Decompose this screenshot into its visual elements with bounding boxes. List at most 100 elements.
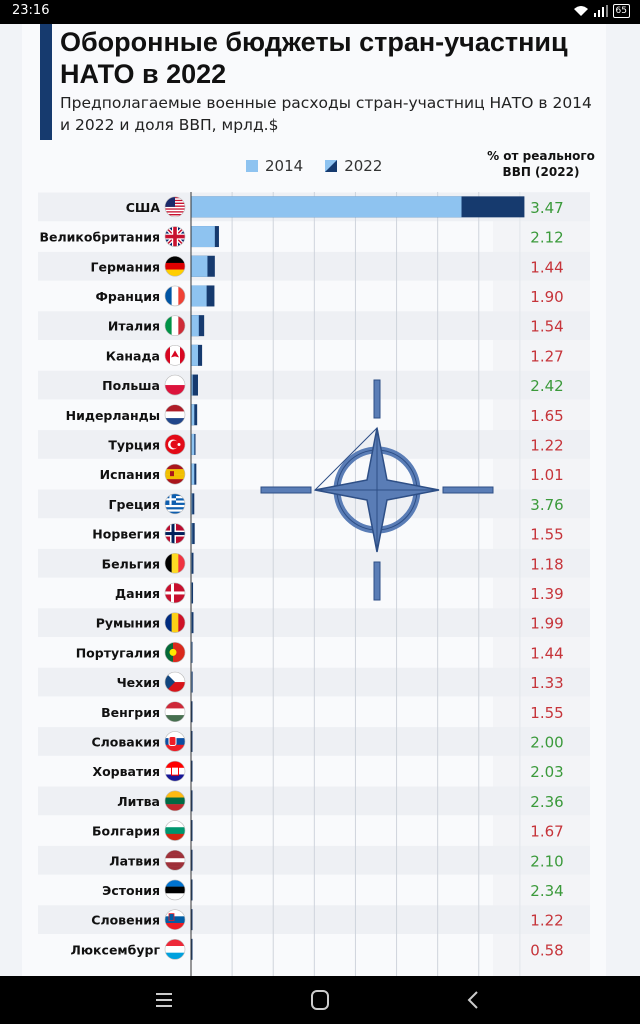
bar-2022 bbox=[191, 849, 193, 871]
country-label: Великобритания bbox=[39, 230, 160, 245]
legend-swatch-2014 bbox=[246, 160, 258, 172]
ro-flag-icon bbox=[164, 612, 186, 633]
bar-2014 bbox=[191, 226, 215, 248]
chart-legend: 2014 2022 bbox=[246, 157, 382, 175]
bar-2022 bbox=[191, 612, 194, 634]
de-flag-icon bbox=[164, 255, 186, 277]
gdp-percent-value: 1.22 bbox=[530, 912, 563, 930]
gdp-percent-value: 1.27 bbox=[530, 347, 563, 365]
country-label: Бельгия bbox=[102, 556, 160, 571]
navigation-bar bbox=[0, 976, 640, 1024]
gdp-percent-value: 1.99 bbox=[530, 615, 563, 633]
country-label: Латвия bbox=[109, 853, 160, 868]
status-bar: 23:16 65 bbox=[0, 0, 640, 24]
gdp-percent-value: 2.36 bbox=[530, 793, 563, 811]
gr-flag-icon bbox=[164, 493, 186, 515]
bar-2022 bbox=[191, 523, 195, 545]
gdp-column-background bbox=[493, 192, 590, 976]
bar-2014 bbox=[191, 344, 198, 366]
page-title: Оборонные бюджеты стран-участниц НАТО в … bbox=[60, 27, 568, 89]
bar-2014 bbox=[191, 463, 195, 485]
it-flag-icon bbox=[164, 315, 186, 336]
country-label: Болгария bbox=[92, 824, 160, 839]
us-flag-icon bbox=[164, 196, 186, 218]
status-time: 23:16 bbox=[12, 3, 50, 18]
country-label: Люксембург bbox=[71, 942, 161, 957]
fr-flag-icon bbox=[164, 285, 186, 307]
gdp-percent-value: 2.10 bbox=[530, 852, 563, 870]
country-label: Венгрия bbox=[101, 705, 160, 720]
bar-2022 bbox=[191, 909, 193, 931]
gdp-percent-value: 1.65 bbox=[530, 407, 563, 425]
menu-icon[interactable] bbox=[152, 990, 176, 1010]
page-subtitle: Предполагаемые военные расходы стран-уча… bbox=[60, 94, 592, 134]
bar-2022 bbox=[191, 879, 193, 901]
tr-flag-icon bbox=[164, 434, 186, 455]
gdp-percent-value: 3.76 bbox=[530, 496, 563, 514]
lt-flag-icon bbox=[164, 790, 186, 812]
bar-2014 bbox=[191, 433, 195, 455]
si-flag-icon bbox=[164, 909, 186, 930]
home-icon[interactable] bbox=[308, 990, 332, 1010]
content-area[interactable]: Оборонные бюджеты стран-участниц НАТО в … bbox=[0, 24, 640, 976]
gdp-percent-value: 1.67 bbox=[530, 823, 563, 841]
uk-flag-icon bbox=[164, 226, 186, 247]
wifi-icon bbox=[573, 6, 588, 16]
bar-2014 bbox=[191, 315, 199, 337]
gdp-percent-value: 1.22 bbox=[530, 436, 563, 454]
bar-2014 bbox=[191, 196, 462, 218]
bar-2022 bbox=[191, 760, 193, 782]
gdp-percent-value: 1.33 bbox=[530, 674, 563, 692]
be-flag-icon bbox=[164, 552, 186, 574]
country-label: Канада bbox=[106, 348, 160, 363]
country-label: Германия bbox=[91, 259, 160, 274]
signal-icon bbox=[593, 5, 608, 17]
pt-flag-icon bbox=[164, 642, 186, 663]
country-label: Португалия bbox=[76, 645, 160, 660]
hr-flag-icon bbox=[164, 760, 186, 782]
country-label: Испания bbox=[100, 467, 160, 482]
gdp-percent-value: 1.55 bbox=[530, 704, 563, 722]
gdp-percent-value: 1.90 bbox=[530, 288, 563, 306]
budget-chart: США 3.47 Великобритания 2.12 Германия 1.44 Фра… bbox=[38, 192, 608, 976]
bar-2022 bbox=[191, 701, 193, 723]
bar-2022 bbox=[191, 582, 194, 604]
sk-flag-icon bbox=[164, 731, 186, 752]
cz-flag-icon bbox=[164, 671, 186, 693]
country-label: Словения bbox=[91, 913, 160, 928]
country-label: Норвегия bbox=[92, 527, 160, 542]
legend-label-2014: 2014 bbox=[265, 157, 304, 175]
gdp-percent-value: 2.12 bbox=[530, 229, 563, 247]
country-label: Литва bbox=[117, 794, 160, 809]
legend-swatch-2022 bbox=[325, 160, 338, 172]
gdp-percent-value: 0.58 bbox=[530, 941, 563, 959]
bg-flag-icon bbox=[164, 820, 186, 841]
gdp-percent-header: % от реального ВВП (2022) bbox=[476, 148, 606, 180]
gdp-percent-value: 1.39 bbox=[530, 585, 563, 603]
country-label: Италия bbox=[108, 319, 160, 334]
pl-flag-icon bbox=[164, 374, 186, 396]
nl-flag-icon bbox=[164, 404, 186, 426]
bar-2022 bbox=[191, 552, 194, 574]
legend-label-2022: 2022 bbox=[344, 157, 383, 175]
country-label: Словакия bbox=[91, 734, 160, 749]
bar-2014 bbox=[191, 374, 193, 396]
lv-flag-icon bbox=[164, 849, 186, 871]
gdp-percent-value: 1.01 bbox=[530, 466, 563, 484]
back-icon[interactable] bbox=[462, 990, 486, 1010]
es-flag-icon bbox=[164, 463, 186, 485]
country-label: Греция bbox=[109, 497, 160, 512]
no-flag-icon bbox=[164, 523, 186, 544]
hu-flag-icon bbox=[164, 701, 186, 723]
country-label: Турция bbox=[108, 437, 160, 452]
country-label: Эстония bbox=[102, 883, 160, 898]
gdp-percent-value: 1.18 bbox=[530, 555, 563, 573]
bar-2014 bbox=[191, 404, 195, 426]
bar-2022 bbox=[191, 493, 195, 515]
bar-2014 bbox=[191, 493, 193, 515]
title-accent-bar bbox=[40, 24, 52, 140]
bar-2014 bbox=[191, 285, 207, 307]
lu-flag-icon bbox=[164, 939, 186, 960]
ca-flag-icon bbox=[164, 345, 186, 366]
bar-2022 bbox=[191, 374, 198, 396]
